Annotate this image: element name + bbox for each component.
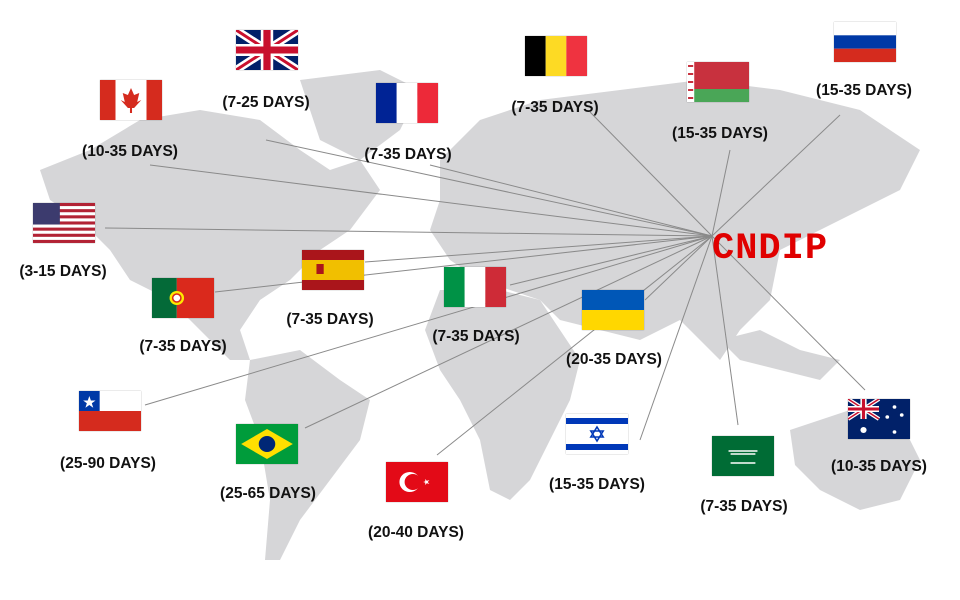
- route-line: [711, 235, 739, 426]
- usa-flag-icon: [33, 203, 95, 243]
- route-line: [144, 235, 713, 406]
- saudi-flag-icon: [712, 436, 774, 476]
- route-lines: [104, 111, 866, 456]
- route-line: [711, 235, 866, 391]
- delivery-days-label: (7-25 DAYS): [222, 94, 310, 111]
- delivery-days-label: (15-35 DAYS): [816, 82, 912, 99]
- belgium-flag-icon: [525, 36, 587, 76]
- route-line: [644, 235, 713, 301]
- delivery-days-label: (25-65 DAYS): [220, 485, 316, 502]
- australia-flag-icon: [848, 399, 910, 439]
- route-line: [104, 227, 713, 237]
- africa-landmass: [425, 290, 580, 500]
- route-line: [711, 149, 731, 237]
- portugal-flag-icon: [152, 278, 214, 318]
- russia-flag-icon: [834, 22, 896, 62]
- delivery-days-label: (15-35 DAYS): [549, 476, 645, 493]
- route-line: [711, 114, 841, 237]
- route-line: [265, 139, 713, 237]
- hub-label: CNDIP: [712, 228, 829, 270]
- route-line: [639, 235, 713, 441]
- turkey-flag-icon: [386, 462, 448, 502]
- route-line: [509, 235, 713, 286]
- delivery-days-label: (7-35 DAYS): [364, 146, 452, 163]
- route-line: [436, 235, 713, 456]
- spain-flag-icon: [302, 250, 364, 290]
- delivery-days-label: (7-35 DAYS): [432, 328, 520, 345]
- belarus-flag-icon: [687, 62, 749, 102]
- france-flag-icon: [376, 83, 438, 123]
- canada-flag-icon: [100, 80, 162, 120]
- delivery-days-label: (10-35 DAYS): [82, 143, 178, 160]
- delivery-days-label: (20-35 DAYS): [566, 351, 662, 368]
- route-line: [364, 235, 713, 263]
- uk-flag-icon: [236, 30, 298, 70]
- ukraine-flag-icon: [582, 290, 644, 330]
- delivery-days-label: (15-35 DAYS): [672, 125, 768, 142]
- israel-flag-icon: [566, 414, 628, 454]
- delivery-days-label: (7-35 DAYS): [700, 498, 788, 515]
- delivery-days-label: (7-35 DAYS): [139, 338, 227, 355]
- south-america-landmass: [245, 350, 370, 560]
- route-line: [304, 235, 713, 429]
- delivery-days-label: (20-40 DAYS): [368, 524, 464, 541]
- chile-flag-icon: [79, 391, 141, 431]
- route-line: [429, 164, 713, 237]
- delivery-days-label: (25-90 DAYS): [60, 455, 156, 472]
- delivery-days-label: (7-35 DAYS): [286, 311, 374, 328]
- eurasia-landmass: [430, 80, 920, 360]
- route-line: [589, 111, 713, 237]
- north-america-landmass: [40, 110, 380, 360]
- southeast-asia-landmass: [720, 330, 840, 380]
- route-line: [149, 164, 713, 237]
- route-line: [214, 235, 713, 293]
- delivery-days-label: (10-35 DAYS): [831, 458, 927, 475]
- delivery-days-label: (7-35 DAYS): [511, 99, 599, 116]
- italy-flag-icon: [444, 267, 506, 307]
- brazil-flag-icon: [236, 424, 298, 464]
- delivery-days-label: (3-15 DAYS): [19, 263, 107, 280]
